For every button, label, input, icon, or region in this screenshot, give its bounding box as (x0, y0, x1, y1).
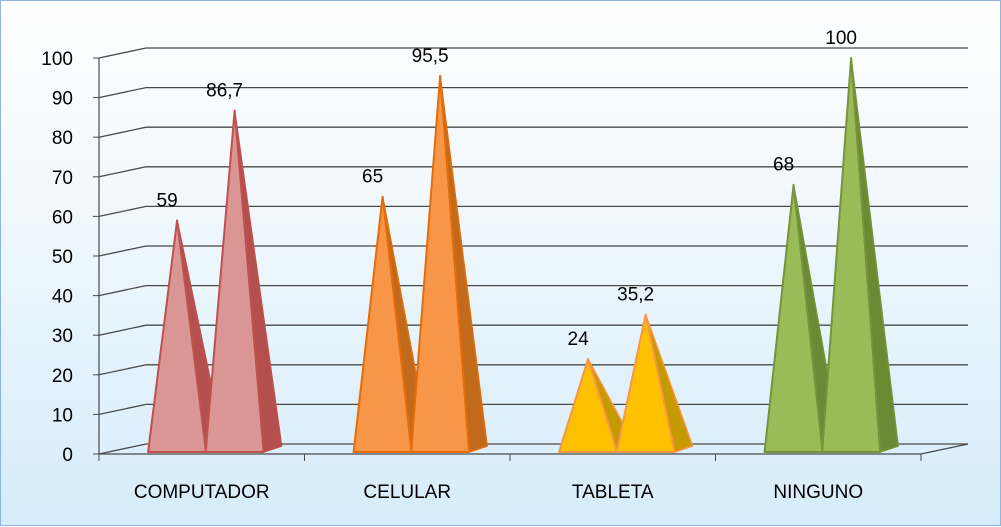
gridline (98, 166, 968, 178)
y-tick-label: 60 (52, 207, 73, 228)
gridline (98, 443, 968, 455)
pyramid-bar (204, 109, 265, 453)
data-label: 35,2 (617, 285, 654, 306)
data-label: 86,7 (206, 81, 243, 102)
pyramid-bar (147, 219, 208, 453)
pyramid-bar (410, 74, 471, 453)
y-tick-label: 40 (52, 287, 73, 308)
y-tick-label: 30 (52, 326, 73, 347)
gridline (98, 205, 968, 218)
data-label: 68 (773, 155, 794, 176)
y-tick-label: 20 (52, 366, 73, 387)
y-tick-label: 10 (52, 405, 73, 426)
y-tick-label: 80 (52, 128, 73, 149)
gridline (98, 126, 968, 138)
x-category-label: CELULAR (363, 482, 451, 503)
data-label: 59 (157, 190, 178, 211)
data-label: 65 (362, 167, 383, 188)
x-category-label: TABLETA (572, 482, 654, 503)
pyramid-bar (352, 195, 413, 453)
data-label: 100 (825, 28, 857, 49)
gridline (98, 284, 968, 297)
data-label: 24 (568, 329, 590, 350)
data-label: 95,5 (412, 46, 449, 67)
gridline (98, 86, 968, 99)
y-tick-label: 100 (41, 49, 73, 70)
x-category-label: COMPUTADOR (134, 482, 270, 503)
gridline (98, 403, 968, 416)
pyramid-bar (615, 313, 676, 453)
gridline (98, 364, 968, 376)
gridline (98, 245, 968, 257)
y-tick-label: 50 (52, 247, 73, 268)
y-tick-label: 90 (52, 89, 73, 110)
pyramid-bar (558, 357, 619, 453)
gridline (98, 324, 968, 336)
pyramid-bar (763, 183, 824, 453)
y-tick-label: 70 (52, 168, 73, 189)
gridline (98, 47, 968, 59)
x-category-label: NINGUNO (773, 482, 863, 503)
y-tick-label: 0 (62, 445, 73, 466)
pyramid-bar (821, 57, 882, 453)
